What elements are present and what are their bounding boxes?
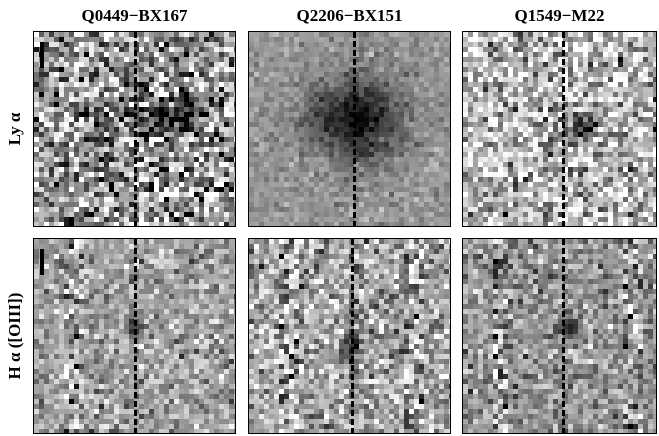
row-label-halpha-text: H α ([OIII]) [5, 292, 24, 380]
panel-ha-q0449 [33, 238, 236, 434]
spectrum-image [249, 32, 450, 226]
panel-lya-q2206 [248, 31, 451, 227]
panel-ha-q2206 [248, 238, 451, 434]
column-title-q1549: Q1549−M22 [514, 6, 605, 25]
panel-lya-q0449 [33, 31, 236, 227]
row-label-lya: Ly α [2, 31, 28, 227]
row-label-halpha: H α ([OIII]) [2, 238, 28, 434]
spectrum-image [34, 239, 235, 433]
column-title-q2206: Q2206−BX151 [296, 6, 403, 25]
spectrum-image [463, 239, 656, 433]
spectrum-image [249, 239, 450, 433]
panel-ha-q1549 [462, 238, 657, 434]
spectrum-image [34, 32, 235, 226]
row-label-lya-text: Ly α [5, 112, 24, 146]
spectrum-image [463, 32, 656, 226]
column-title-q0449: Q0449−BX167 [81, 6, 188, 25]
panel-lya-q1549 [462, 31, 657, 227]
